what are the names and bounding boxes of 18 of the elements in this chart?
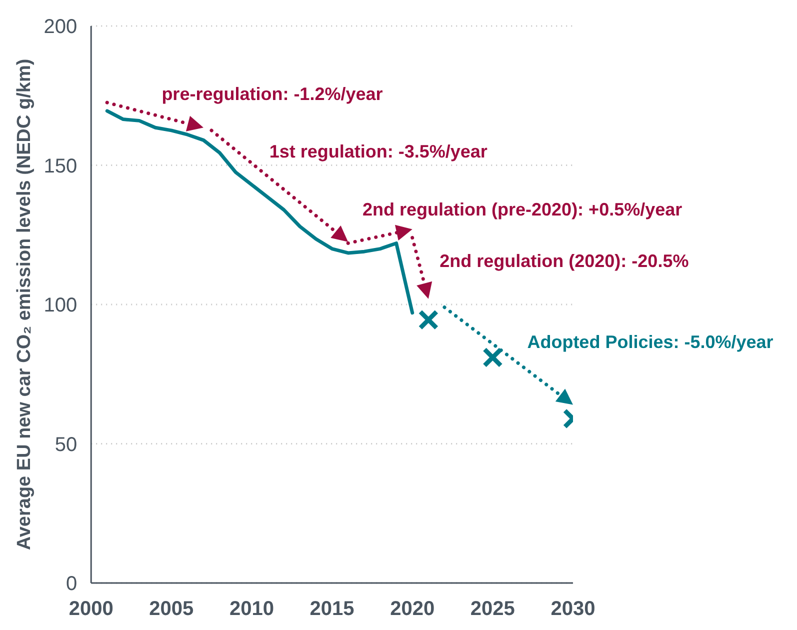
x-tick-label: 2030 — [550, 598, 596, 620]
annotation: Adopted Policies: -5.0%/year — [527, 332, 774, 352]
x-tick-label: 2015 — [310, 598, 354, 620]
x-tick-label: 2010 — [229, 598, 274, 620]
y-tick-label: 100 — [44, 294, 78, 317]
x-tick-label: 2005 — [149, 598, 194, 620]
y-tick-label: 50 — [54, 434, 78, 456]
annotation: 1st regulation: -3.5%/year — [269, 141, 488, 162]
y-axis-title: Average EU new car CO₂ emission levels (NEDC g/km) — [14, 58, 35, 550]
annotation: 2nd regulation (pre-2020): +0.5%/year — [362, 200, 682, 220]
y-tick-label: 0 — [66, 573, 78, 596]
annotation: pre-regulation: -1.2%/year — [162, 84, 383, 104]
y-tick-label: 200 — [44, 16, 78, 38]
x-tick-label: 2020 — [390, 598, 435, 620]
y-tick-label: 150 — [44, 155, 78, 178]
annotation: 2nd regulation (2020): -20.5% — [440, 250, 689, 271]
x-tick-label: 2000 — [68, 598, 114, 620]
x-tick-label: 2025 — [470, 598, 515, 620]
